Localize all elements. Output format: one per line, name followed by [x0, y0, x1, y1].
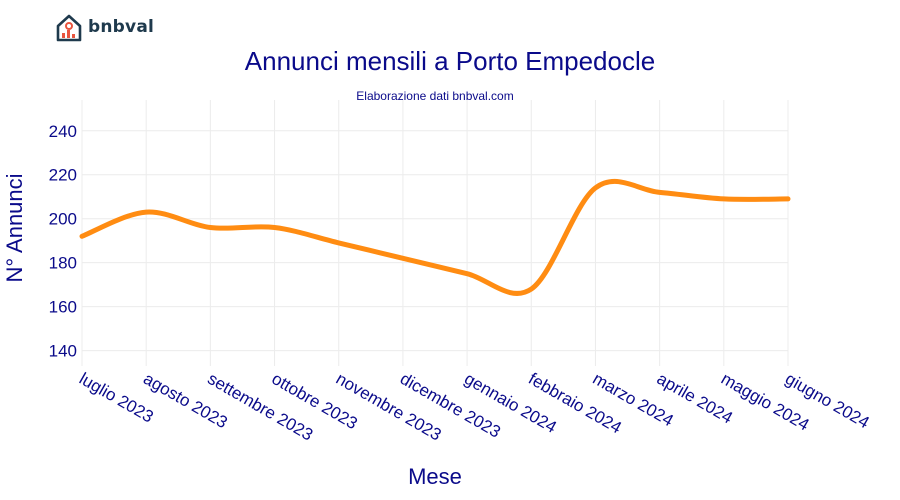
y-tick-label: 140: [49, 342, 77, 361]
chart-title: Annunci mensili a Porto Empedocle: [245, 46, 655, 76]
y-tick-label: 160: [49, 298, 77, 317]
x-axis-label: Mese: [408, 464, 462, 489]
y-tick-label: 200: [49, 210, 77, 229]
brand-logo: bnbval: [54, 12, 154, 42]
y-axis-ticks: 140 160 180 200 220 240: [49, 122, 77, 361]
y-axis-label: N° Annunci: [2, 173, 27, 282]
grid-lines: [81, 100, 789, 366]
y-tick-label: 220: [49, 166, 77, 185]
y-tick-label: 180: [49, 254, 77, 273]
house-chart-icon: [56, 14, 82, 42]
y-tick-label: 240: [49, 122, 77, 141]
brand-name: bnbval: [88, 17, 155, 37]
series-line: [79, 179, 791, 296]
chart-subtitle: Elaborazione dati bnbval.com: [356, 89, 513, 103]
